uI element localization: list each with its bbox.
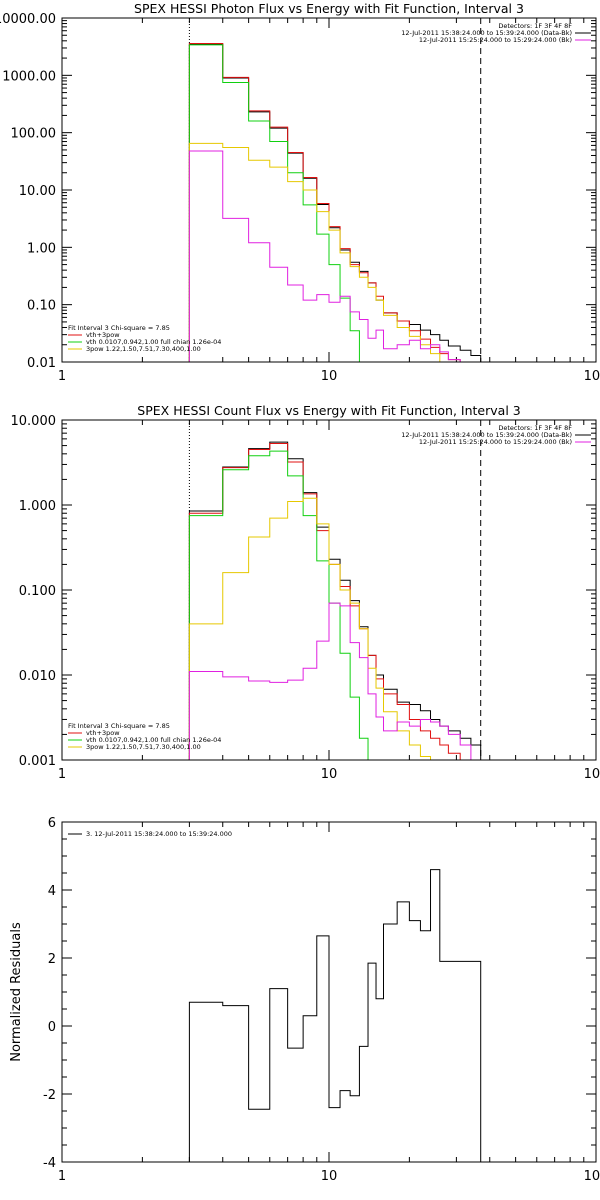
- y-tick-label: 0.01: [27, 356, 56, 371]
- x-tick-label: 1: [58, 767, 66, 782]
- y-tick-label: 2: [48, 952, 56, 967]
- chart-panel-1: SPEX HESSI Photon Flux vs Energy with Fi…: [0, 1, 600, 384]
- series-yellow-line: [188, 497, 432, 760]
- x-tick-label: 10: [321, 1169, 338, 1184]
- y-tick-label: 1.00: [27, 241, 56, 256]
- y-tick-label: -4: [43, 1156, 56, 1171]
- y-tick-label: 10.00: [19, 184, 56, 199]
- y-tick-label: 0.100: [19, 584, 56, 599]
- legend-entry: 3. 12-Jul-2011 15:38:24.000 to 15:39:24.…: [86, 830, 232, 838]
- x-tick-label: 10: [321, 369, 338, 384]
- y-tick-label: 0.010: [19, 669, 56, 684]
- x-tick-label: 100: [584, 1169, 600, 1184]
- plot-frame: [61, 821, 597, 1163]
- y-tick-label: 1000.00: [2, 69, 56, 84]
- series-green-line: [188, 450, 369, 760]
- info-line: 12-Jul-2011 15:38:24.000 to 15:39:24.000…: [401, 431, 572, 439]
- legend: 3. 12-Jul-2011 15:38:24.000 to 15:39:24.…: [68, 830, 232, 838]
- y-tick-label: 0.10: [27, 299, 56, 314]
- series-magenta-line: [188, 150, 461, 362]
- legend-entry: vth 0.0107,0.942,1.00 full chian 1.26e-0…: [86, 736, 221, 744]
- series-black-line: [188, 441, 482, 760]
- series-group: [188, 869, 482, 1162]
- x-tick-label: 100: [584, 767, 600, 782]
- y-ticks: 0.001 0.010 0.100 1.000 10.000: [11, 414, 596, 769]
- legend-entry: 3pow 1.22,1.50,7.51,7.30,400,1.00: [86, 743, 201, 751]
- chart-title: SPEX HESSI Count Flux vs Energy with Fit…: [137, 403, 520, 418]
- legend: Fit Interval 3 Chi-square = 7.85vth+3pow…: [68, 722, 221, 751]
- series-green-line: [188, 44, 369, 362]
- y-tick-label: 100.00: [11, 127, 57, 142]
- series-group: [188, 42, 482, 362]
- series-red-line: [188, 42, 461, 362]
- plot-frame: [61, 17, 597, 363]
- chart-panel-2: SPEX HESSI Count Flux vs Energy with Fit…: [11, 403, 600, 782]
- info-line: Detectors: 1F 3F 4F 8F: [498, 22, 572, 30]
- x-ticks: 1 10 100: [58, 420, 600, 782]
- y-tick-label: 0: [48, 1020, 56, 1035]
- x-tick-label: 1: [58, 1169, 66, 1184]
- info-line: 12-Jul-2011 15:25:24.000 to 15:29:24.000…: [419, 438, 572, 446]
- y-tick-label: 1.000: [19, 499, 56, 514]
- legend-title: Fit Interval 3 Chi-square = 7.85: [68, 324, 170, 332]
- y-tick-label: 0.001: [19, 754, 56, 769]
- chart-title: SPEX HESSI Photon Flux vs Energy with Fi…: [134, 1, 524, 16]
- series-group: [188, 441, 482, 760]
- legend-entry: vth+3pow: [86, 729, 120, 737]
- legend: Fit Interval 3 Chi-square = 7.85vth+3pow…: [68, 324, 221, 353]
- series-yellow-line: [188, 142, 449, 362]
- info-line: Detectors: 1F 3F 4F 8F: [498, 424, 572, 432]
- legend-entry: vth 0.0107,0.942,1.00 full chian 1.26e-0…: [86, 338, 221, 346]
- y-tick-label: 10000.00: [0, 12, 56, 27]
- legend-title: Fit Interval 3 Chi-square = 7.85: [68, 722, 170, 730]
- series-black-line: [188, 869, 482, 1162]
- x-tick-label: 1: [58, 369, 66, 384]
- x-ticks: 1 10 100: [58, 822, 600, 1184]
- legend-entry: 3pow 1.22,1.50,7.51,7.30,400,1.00: [86, 345, 201, 353]
- plot-frame: [61, 419, 597, 761]
- y-axis-label: Normalized Residuals: [9, 922, 24, 1062]
- legend-entry: vth+3pow: [86, 331, 120, 339]
- y-ticks: 0.01 0.10 1.00 10.00 100.00 1000.00 10000.00: [0, 12, 596, 371]
- y-tick-label: 10.000: [11, 414, 57, 429]
- info-line: 12-Jul-2011 15:38:24.000 to 15:39:24.000…: [401, 29, 572, 37]
- y-tick-label: 6: [48, 816, 56, 831]
- y-tick-label: -2: [43, 1088, 56, 1103]
- y-ticks: -4 -2 0 2 4 6: [43, 816, 596, 1171]
- chart-panel-3: 1 10 100 -4 -2 0 2 4 6 Normalized Residuals 3. 12-…: [9, 816, 600, 1184]
- y-tick-label: 4: [48, 884, 56, 899]
- x-tick-label: 10: [321, 767, 338, 782]
- series-red-line: [188, 442, 472, 760]
- info-line: 12-Jul-2011 15:25:24.000 to 15:29:24.000…: [419, 36, 572, 44]
- series-magenta-line: [188, 602, 472, 760]
- x-tick-label: 100: [584, 369, 600, 384]
- series-black-line: [188, 43, 482, 362]
